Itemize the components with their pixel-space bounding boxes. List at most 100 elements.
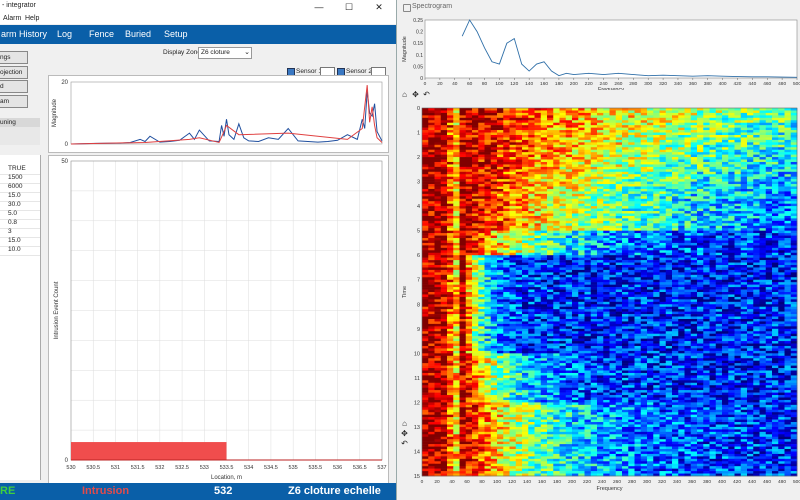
heatmap-cell <box>534 294 542 298</box>
home-icon[interactable]: ⌂ <box>402 90 407 99</box>
heatmap-cell <box>440 262 448 266</box>
table-row[interactable]: 10.0 <box>0 246 40 256</box>
heatmap-cell <box>497 127 504 131</box>
heatmap-cell <box>428 176 435 180</box>
heatmap-cell <box>734 287 742 290</box>
heatmap-cell <box>790 213 798 217</box>
minimize-button[interactable]: — <box>314 2 324 12</box>
heatmap-cell <box>434 171 442 175</box>
table-row[interactable]: 30.0 <box>0 201 40 211</box>
heatmap-cell <box>715 130 723 133</box>
heatmap-cell <box>534 211 542 214</box>
table-row[interactable]: 15.0 <box>0 237 40 247</box>
nav-buried[interactable]: Buried <box>125 29 152 39</box>
x-tick-label: 537 <box>377 465 386 471</box>
heatmap-cell <box>628 108 635 111</box>
display-zone-value: Z6 cloture <box>201 49 230 56</box>
heatmap-cell <box>615 211 623 214</box>
heatmap-cell <box>672 206 679 209</box>
side-button-3[interactable]: d <box>0 80 28 93</box>
menu-help[interactable]: Help <box>25 15 40 22</box>
heatmap-cell <box>447 265 454 268</box>
table-row[interactable]: 5.0 <box>0 210 40 220</box>
heatmap-cell <box>640 108 648 111</box>
heatmap-cell <box>484 299 492 303</box>
heatmap-cell <box>559 166 567 170</box>
heatmap-cell <box>784 186 792 190</box>
heatmap-cell <box>697 301 704 305</box>
menu-alarm[interactable]: Alarm <box>3 15 22 22</box>
heatmap-cell <box>509 294 517 298</box>
heatmap-cell <box>440 203 448 207</box>
settings-button[interactable]: ngs <box>0 51 28 64</box>
heatmap-cell <box>503 201 510 204</box>
heatmap-cell <box>534 191 542 195</box>
heatmap-cell <box>565 152 573 155</box>
alarm-button[interactable]: am <box>0 95 28 108</box>
heatmap-cell <box>465 125 473 128</box>
nav-fence[interactable]: Fence <box>89 29 115 39</box>
heatmap-cell <box>522 201 529 204</box>
heatmap-cell <box>547 296 554 300</box>
heatmap-cell <box>690 294 698 298</box>
heatmap-cell <box>684 265 692 268</box>
close-button[interactable]: ✕ <box>375 2 383 12</box>
heatmap-cell <box>553 179 560 182</box>
heatmap-cell <box>765 169 773 173</box>
heatmap-cell <box>578 176 585 180</box>
heatmap-cell <box>740 120 748 124</box>
table-row[interactable]: 6000 <box>0 183 40 193</box>
x-tick-label: 534 <box>244 465 253 471</box>
nav-log[interactable]: Log <box>57 29 73 39</box>
nav-alarm-history[interactable]: arm History <box>1 29 48 39</box>
heatmap-cell <box>603 191 610 195</box>
heatmap-cell <box>740 130 748 133</box>
maximize-button[interactable]: ☐ <box>344 2 354 12</box>
heatmap-cell <box>640 198 648 202</box>
heatmap-cell <box>622 110 629 114</box>
heatmap-cell <box>547 139 554 143</box>
display-zone-select[interactable]: Z6 cloture ⌄ <box>198 47 252 59</box>
heatmap-cell <box>747 238 754 241</box>
heatmap-cell <box>484 130 492 133</box>
heatmap-cell <box>784 154 792 158</box>
heatmap-cell <box>597 223 604 227</box>
heatmap-cell <box>540 235 548 239</box>
plot-frame <box>424 19 798 79</box>
heatmap-cell <box>628 203 635 207</box>
pan-icon[interactable]: ✥ <box>412 90 419 99</box>
heatmap-cell <box>534 301 542 305</box>
heatmap-cell <box>472 142 479 146</box>
heatmap-cell <box>672 120 679 124</box>
table-row[interactable]: 3 <box>0 228 40 238</box>
heatmap-cell <box>697 193 704 197</box>
heatmap-cell <box>559 292 567 295</box>
heatmap-cell <box>478 257 485 261</box>
heatmap-cell <box>459 184 467 187</box>
heatmap-cell <box>453 130 460 133</box>
heatmap-cell <box>659 265 667 268</box>
heatmap-cell <box>515 223 523 227</box>
heatmap-cell <box>653 257 660 261</box>
table-row[interactable]: 15.0 <box>0 192 40 202</box>
heatmap-cell <box>584 208 592 212</box>
heatmap-cell <box>453 144 460 148</box>
back-icon[interactable]: ↶ <box>423 90 430 99</box>
heatmap-cell <box>790 164 798 168</box>
nav-setup[interactable]: Setup <box>164 29 188 39</box>
heatmap-cell <box>515 208 523 212</box>
table-row[interactable]: 1500 <box>0 174 40 184</box>
heatmap-cell <box>628 235 635 239</box>
heatmap-cell <box>640 235 648 239</box>
projection-button[interactable]: ojection <box>0 66 28 79</box>
table-row[interactable]: 0.8 <box>0 219 40 229</box>
heatmap-cell <box>703 181 710 185</box>
table-row[interactable]: TRUE <box>0 165 40 175</box>
heatmap-cell <box>472 260 479 263</box>
heatmap-cell <box>728 117 735 121</box>
heatmap-cell <box>665 292 673 295</box>
heatmap-cell <box>578 208 585 212</box>
heatmap-cell <box>684 115 692 119</box>
heatmap-cell <box>503 164 510 168</box>
heatmap-cell <box>790 149 798 153</box>
